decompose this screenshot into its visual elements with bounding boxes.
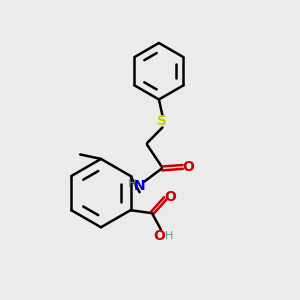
Text: O: O (165, 190, 177, 204)
Text: H: H (128, 179, 136, 189)
Text: O: O (183, 160, 195, 174)
Text: S: S (158, 114, 167, 128)
Text: N: N (134, 179, 146, 193)
Text: O: O (154, 229, 165, 243)
Text: H: H (165, 231, 173, 241)
